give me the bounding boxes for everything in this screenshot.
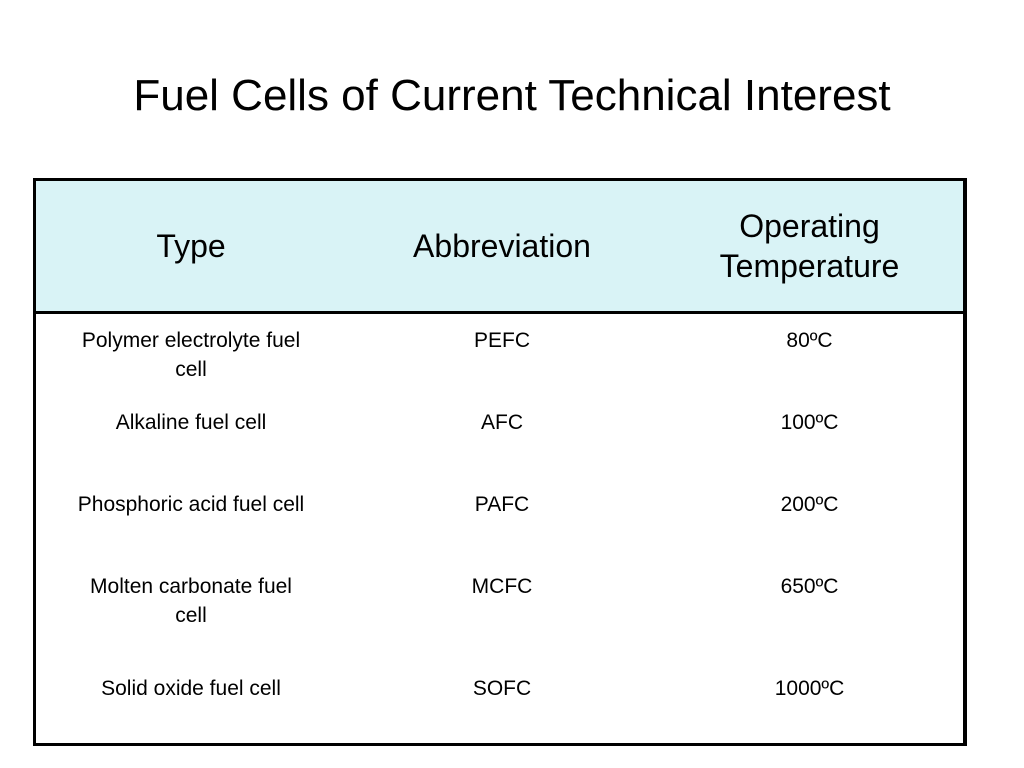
cell-abbreviation: MCFC bbox=[471, 575, 533, 598]
cell-type: Molten carbonate fuel cell bbox=[36, 572, 346, 630]
cell-type-line1: Polymer electrolyte fuel bbox=[81, 329, 301, 352]
cell-temperature: 100ºC bbox=[780, 411, 839, 434]
table-row: Polymer electrolyte fuel cell PEFC 80ºC bbox=[36, 314, 963, 396]
cell-abbreviation: SOFC bbox=[472, 677, 532, 700]
cell-temperature: 80ºC bbox=[786, 329, 833, 352]
slide-title: Fuel Cells of Current Technical Interest bbox=[133, 71, 891, 120]
header-operating-temperature: Operating Temperature bbox=[656, 181, 963, 311]
cell-type: Polymer electrolyte fuel cell bbox=[36, 326, 346, 384]
cell-type: Phosphoric acid fuel cell bbox=[36, 490, 346, 519]
cell-temperature: 650ºC bbox=[780, 575, 839, 598]
table-header-row: Type Abbreviation Operating Temperature bbox=[36, 181, 963, 314]
cell-type: Solid oxide fuel cell bbox=[36, 674, 346, 703]
cell-abbreviation: AFC bbox=[481, 411, 523, 434]
cell-type-line2: cell bbox=[175, 604, 207, 627]
cell-abbreviation: PEFC bbox=[473, 329, 530, 352]
table-row: Alkaline fuel cell AFC 100ºC bbox=[36, 396, 963, 478]
header-temperature-line2: Temperature bbox=[719, 248, 900, 284]
cell-temperature: 1000ºC bbox=[774, 677, 845, 700]
cell-type-line1: Alkaline fuel cell bbox=[115, 411, 267, 434]
fuel-cell-table: Type Abbreviation Operating Temperature … bbox=[33, 178, 967, 746]
table-row: Phosphoric acid fuel cell PAFC 200ºC bbox=[36, 478, 963, 560]
cell-temperature: 200ºC bbox=[780, 493, 839, 516]
cell-type: Alkaline fuel cell bbox=[36, 408, 346, 437]
table-row: Solid oxide fuel cell SOFC 1000ºC bbox=[36, 662, 963, 744]
cell-type-line1: Phosphoric acid fuel cell bbox=[77, 493, 305, 516]
cell-type-line1: Molten carbonate fuel bbox=[90, 575, 292, 598]
table-row: Molten carbonate fuel cell MCFC 650ºC bbox=[36, 560, 963, 642]
cell-type-line1: Solid oxide fuel cell bbox=[101, 677, 281, 700]
cell-type-line2: cell bbox=[175, 358, 207, 381]
header-abbreviation: Abbreviation bbox=[413, 228, 591, 264]
cell-abbreviation: PAFC bbox=[474, 493, 530, 516]
header-temperature-line1: Operating bbox=[739, 208, 880, 244]
header-type: Type bbox=[156, 228, 226, 264]
